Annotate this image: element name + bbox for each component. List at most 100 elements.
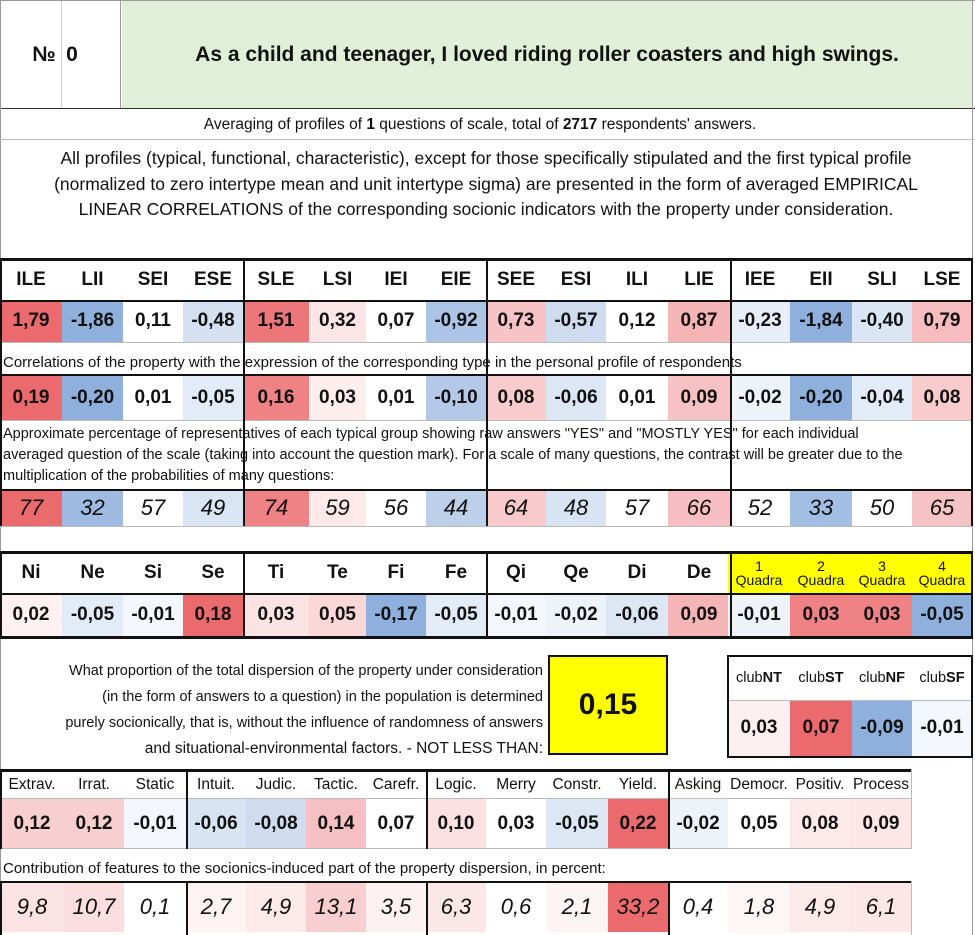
function-header-se: Se [201,562,225,583]
type-header-lii: LII [81,269,104,290]
function-header-ti: Ti [267,562,285,583]
trait-value-merry: 0,03 [486,799,546,848]
type-percentage-eii: 33 [790,490,852,526]
type-profile-lsi: 0,32 [309,300,366,342]
function-value-se: 0,18 [183,594,243,636]
dispersion-line-4: and situational-environmental factors. -… [144,740,543,757]
trait-contribution-logic: 6,3 [426,882,486,932]
function-value-ni: 0,02 [0,594,62,636]
type-profile-ili: 0,12 [606,300,668,342]
type-correlation-esi: -0,06 [546,375,606,420]
grid-line [486,551,488,639]
trait-header-democr: Democr. [730,776,788,793]
type-correlation-ese: -0,05 [183,375,243,420]
trait-value-positiv: 0,08 [790,799,850,848]
grid-line [0,526,972,527]
type-profile-sle: 1,51 [243,300,309,342]
type-header-eii: EII [809,269,833,290]
type-header-lsi: LSI [322,269,353,290]
quadra-value-3: 0,03 [852,594,912,636]
club-value-nf: -0,09 [852,700,912,756]
trait-contribution-carefr: 3,5 [366,882,426,932]
trait-header-constr: Constr. [552,776,602,793]
trait-contribution-positiv: 4,9 [790,882,850,932]
type-header-sli: SLI [867,269,897,290]
type-profile-sei: 0,11 [123,300,183,342]
type-profile-iei: 0,07 [366,300,426,342]
intro-line-1: All profiles (typical, functional, chara… [60,148,912,168]
trait-value-yield: 0,22 [608,799,668,848]
function-value-fi: -0,17 [366,594,426,636]
function-value-di: -0,06 [606,594,668,636]
quadra-header-part: 2 [817,558,825,574]
type-percentage-ile: 77 [0,490,62,526]
number-label: № [32,43,56,66]
function-value-qi: -0,01 [486,594,546,636]
type-profile-esi: -0,57 [546,300,606,342]
grid-line [971,551,973,639]
type-profile-eii: -1,84 [790,300,852,342]
trait-value-judic: -0,08 [246,799,306,848]
function-header-fe: Fe [444,562,468,583]
quadra-header-part: Quadra [797,572,845,588]
trait-header-irrat: Irrat. [78,776,110,793]
type-percentage-lsi: 59 [309,490,366,526]
quadra-value-2: 0,03 [790,594,852,636]
trait-value-intuit: -0,06 [186,799,246,848]
type-profile-ese: -0,48 [183,300,243,342]
trait-value-process: 0,09 [850,799,912,848]
function-value-ti: 0,03 [243,594,309,636]
trait-contribution-judic: 4,9 [246,882,306,932]
quadra-header-4: 4 Quadra [912,553,972,593]
type-percentage-sei: 57 [123,490,183,526]
grid-line [0,848,912,849]
club-header-part: club [736,670,763,686]
quadra-header-part: 1 [755,558,763,574]
trait-header-judic: Judic. [255,776,297,793]
trait-contribution-static: 0,1 [124,882,186,932]
type-profile-lse: 0,79 [912,300,972,342]
type-correlation-see: 0,08 [486,375,546,420]
dispersion-value: 0,15 [548,655,668,755]
grid-line [727,655,729,758]
trait-header-asking: Asking [674,776,722,793]
trait-header-tactic: Tactic. [314,776,358,793]
summary-prefix: Averaging of profiles of [203,116,367,133]
trait-value-democr: 0,05 [728,799,790,848]
type-header-ese: ESE [193,269,233,290]
grid-line [0,798,912,799]
quadra-header-3: 3 Quadra [852,553,912,593]
quadra-value-1: -0,01 [728,594,790,636]
type-header-ile: ILE [16,269,46,290]
grid-line [426,881,428,935]
type-correlation-sli: -0,04 [852,375,912,420]
trait-header-yield: Yield. [618,776,658,793]
type-profile-see: 0,73 [486,300,546,342]
trait-header-positiv: Positiv. [795,776,845,793]
type-header-esi: ESI [560,269,592,290]
grid-line [730,551,732,639]
type-profile-lii: -1,86 [62,300,123,342]
type-correlation-lse: 0,08 [912,375,972,420]
function-header-ni: Ni [21,562,41,583]
type-percentage-lse: 65 [912,490,972,526]
trait-value-asking: -0,02 [668,799,728,848]
trait-header-merry: Merry [496,776,536,793]
trait-contribution-yield: 33,2 [608,882,668,932]
trait-contribution-tactic: 13,1 [306,882,366,932]
trait-value-tactic: 0,14 [306,799,366,848]
function-value-te: 0,05 [309,594,366,636]
club-header-st: club ST [790,656,852,700]
number-divider [61,1,62,108]
quadra-value-4: -0,05 [912,594,972,636]
grid-line [0,769,912,772]
function-value-si: -0,01 [123,594,183,636]
club-header-nf: club NF [852,656,912,700]
type-correlation-iee: -0,02 [730,375,790,420]
trait-contribution-process: 6,1 [850,882,912,932]
type-profile-iee: -0,23 [730,300,790,342]
type-correlation-lsi: 0,03 [309,375,366,420]
club-header-part: club [798,670,826,686]
type-correlation-lie: 0,09 [668,375,730,420]
function-header-ne: Ne [80,562,105,583]
